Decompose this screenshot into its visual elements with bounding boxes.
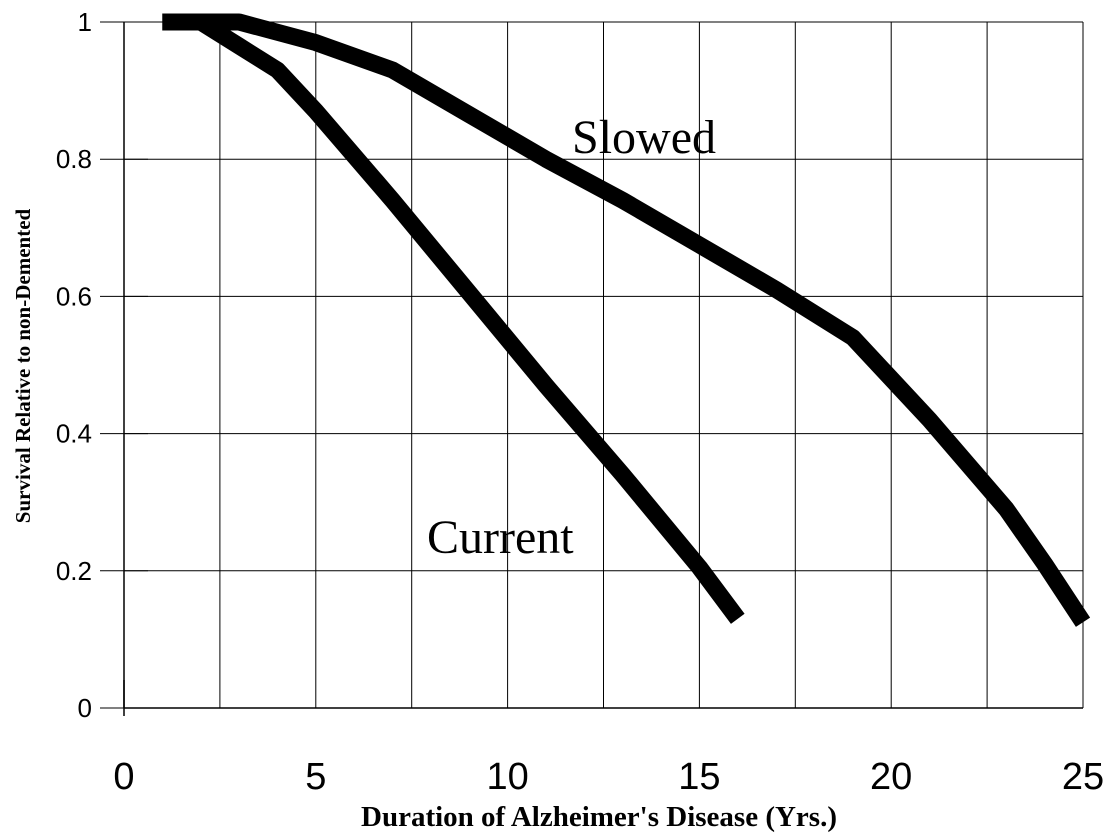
y-axis-title: Survival Relative to non-Demented xyxy=(11,208,35,523)
series-line-slowed xyxy=(162,13,1091,627)
axes xyxy=(100,21,1083,716)
x-tick-label: 25 xyxy=(1062,756,1104,798)
series-line-current xyxy=(162,13,745,624)
series-label-slowed: Slowed xyxy=(572,111,716,164)
y-tick-label: 0.2 xyxy=(56,556,92,586)
x-tick-label: 20 xyxy=(870,756,912,798)
tick-labels: 0 5 10 15 20 25 0 0.2 0.4 0.6 0.8 1 xyxy=(56,7,1104,798)
x-tick-label: 10 xyxy=(486,756,528,798)
y-tick-label: 0.6 xyxy=(56,281,92,311)
x-axis-title: Duration of Alzheimer's Disease (Yrs.) xyxy=(361,801,837,833)
grid-lines xyxy=(124,21,1084,708)
series-lines xyxy=(162,13,1091,627)
y-tick-label: 0.8 xyxy=(56,144,92,174)
y-tick-label: 0 xyxy=(78,693,92,723)
y-tick-label: 1 xyxy=(78,7,92,37)
x-tick-label: 15 xyxy=(678,756,720,798)
series-labels: Current Slowed xyxy=(427,111,716,564)
x-tick-label: 5 xyxy=(305,756,326,798)
x-tick-label: 0 xyxy=(113,756,134,798)
y-tick-label: 0.4 xyxy=(56,419,92,449)
series-label-current: Current xyxy=(427,511,574,564)
